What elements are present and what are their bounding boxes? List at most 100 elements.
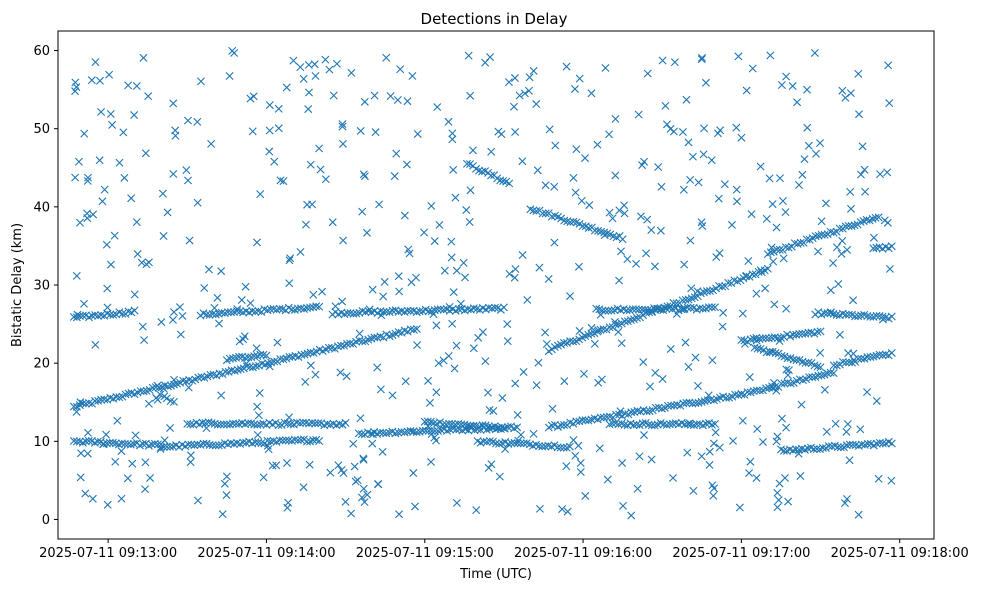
data-point	[286, 254, 295, 263]
data-point	[113, 416, 122, 425]
data-point	[832, 310, 841, 319]
data-point	[605, 208, 614, 217]
data-point	[111, 457, 120, 466]
data-point	[779, 254, 788, 263]
data-point	[350, 462, 359, 471]
data-point	[336, 341, 345, 350]
data-point	[629, 421, 638, 429]
data-point	[102, 240, 111, 249]
data-point	[407, 278, 416, 287]
data-point	[293, 304, 302, 313]
data-point	[73, 310, 82, 319]
y-tick-label: 10	[33, 435, 50, 450]
data-point	[503, 337, 512, 346]
data-point	[166, 397, 175, 405]
data-point	[448, 319, 457, 328]
data-point	[644, 305, 653, 314]
data-point	[248, 307, 257, 316]
data-point	[469, 344, 478, 353]
data-point	[507, 439, 516, 448]
data-point	[163, 208, 172, 217]
data-point	[412, 324, 421, 333]
data-point	[798, 376, 807, 385]
data-point	[230, 48, 239, 57]
data-point	[803, 85, 811, 94]
data-point	[286, 420, 295, 429]
data-point	[863, 439, 872, 448]
data-point	[296, 247, 305, 256]
data-point	[642, 407, 651, 416]
data-point	[680, 420, 689, 429]
data-point	[311, 71, 320, 80]
data-point	[576, 468, 585, 477]
data-point	[296, 63, 305, 72]
data-point	[425, 398, 434, 407]
data-point	[816, 139, 825, 148]
data-point	[869, 352, 878, 361]
data-point	[300, 350, 309, 359]
data-point	[217, 308, 226, 317]
data-point	[620, 420, 629, 429]
data-point	[301, 220, 310, 229]
data-point	[481, 357, 490, 366]
data-point	[88, 494, 97, 503]
data-point	[469, 304, 478, 313]
data-point	[349, 439, 358, 448]
data-point	[204, 265, 213, 274]
data-point	[83, 449, 92, 458]
data-point	[226, 308, 235, 317]
data-point	[132, 218, 141, 227]
data-point	[300, 304, 308, 313]
data-point	[269, 305, 278, 314]
data-point	[154, 383, 163, 392]
data-point	[750, 343, 759, 352]
data-point	[279, 177, 288, 186]
data-point	[274, 421, 283, 430]
data-point	[798, 170, 807, 179]
data-point	[519, 367, 528, 376]
data-point	[76, 473, 85, 482]
data-point	[854, 312, 863, 321]
data-point	[773, 488, 782, 497]
data-point	[379, 428, 388, 437]
data-point	[816, 363, 825, 372]
data-point	[305, 88, 313, 97]
data-point	[777, 414, 786, 423]
data-point	[627, 511, 636, 520]
data-point	[391, 429, 400, 438]
data-point	[605, 412, 614, 421]
data-point	[777, 81, 786, 89]
data-point	[356, 126, 365, 135]
data-point	[474, 333, 483, 342]
data-point	[788, 82, 797, 91]
data-point	[711, 303, 719, 312]
data-point	[270, 157, 279, 166]
data-point	[794, 449, 803, 458]
data-point	[854, 69, 863, 78]
data-point	[694, 178, 703, 187]
data-point	[359, 484, 368, 493]
data-point	[336, 368, 345, 377]
data-point	[618, 459, 627, 468]
data-point	[456, 299, 465, 308]
data-point	[631, 305, 640, 314]
data-point	[439, 356, 448, 365]
data-point	[709, 491, 718, 500]
data-point	[156, 443, 165, 452]
data-point	[590, 226, 599, 235]
data-point	[83, 173, 92, 182]
data-point	[214, 441, 223, 450]
data-point	[409, 469, 418, 478]
data-point	[305, 460, 314, 469]
data-point	[569, 337, 578, 346]
data-point	[782, 423, 791, 432]
data-point	[772, 245, 781, 254]
data-point	[169, 169, 178, 178]
data-point	[661, 101, 670, 110]
data-point	[804, 141, 813, 150]
data-point	[406, 325, 415, 334]
data-point	[746, 335, 755, 344]
data-point	[127, 194, 136, 203]
data-point	[347, 68, 356, 77]
data-point	[847, 204, 855, 213]
